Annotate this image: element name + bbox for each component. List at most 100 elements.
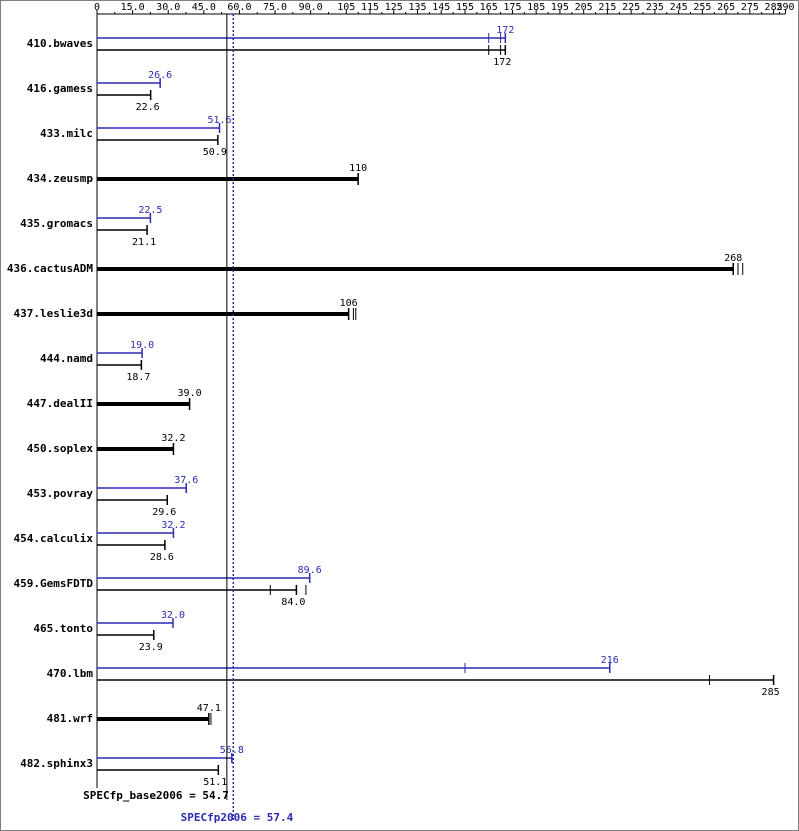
- x-tick-label: 145: [432, 2, 450, 13]
- base-bar: [97, 135, 219, 145]
- bars: 410.bwaves 172 172 416.gamess 26.6 22.6 433.mi…: [7, 25, 780, 788]
- base-bar: [97, 443, 175, 455]
- x-tick-label: 175: [503, 2, 521, 13]
- peak-value-label: 37.6: [174, 475, 198, 486]
- benchmark-label: 447.dealII: [27, 397, 93, 410]
- base-value-label: 39.0: [178, 388, 202, 399]
- x-tick-label: 265: [717, 2, 735, 13]
- x-tick-label: 90.0: [299, 2, 323, 13]
- x-tick-label: 285: [765, 2, 783, 13]
- base-bar: [97, 765, 220, 775]
- x-tick-label: 245: [670, 2, 688, 13]
- benchmark-label: 444.namd: [40, 352, 93, 365]
- x-tick-label: 275: [741, 2, 759, 13]
- benchmark-label: 481.wrf: [47, 712, 93, 725]
- x-tick-label: 15.0: [121, 2, 145, 13]
- base-value-label: 50.9: [203, 147, 227, 158]
- base-bar: [97, 540, 166, 550]
- benchmark-label: 459.GemsFDTD: [14, 577, 94, 590]
- base-bar: [97, 173, 359, 185]
- base-value-label: 29.6: [152, 507, 176, 518]
- base-bar: [97, 360, 143, 370]
- x-tick-label: 115: [361, 2, 379, 13]
- x-tick-label: 105: [337, 2, 355, 13]
- peak-bar: [97, 753, 233, 763]
- x-tick-label: 185: [527, 2, 545, 13]
- peak-value-label: 32.2: [161, 520, 185, 531]
- x-tick-label: 60.0: [227, 2, 251, 13]
- base-value-label: 22.6: [136, 102, 160, 113]
- peak-value-label: 56.8: [220, 745, 244, 756]
- base-bar: [97, 308, 357, 320]
- peak-value-label: 26.6: [148, 70, 172, 81]
- base-bar: [97, 585, 307, 595]
- peak-value-label: 89.6: [298, 565, 322, 576]
- base-bar: [97, 45, 507, 55]
- base-value-label: 23.9: [139, 642, 163, 653]
- peak-value-label: 32.0: [161, 610, 185, 621]
- benchmark-label: 482.sphinx3: [20, 757, 93, 770]
- x-tick-label: 225: [622, 2, 640, 13]
- x-tick-label: 0: [94, 2, 100, 13]
- base-value-label: 285: [762, 687, 780, 698]
- x-tick-label: 235: [646, 2, 664, 13]
- base-value-label: 51.1: [203, 777, 227, 788]
- benchmark-label: 433.milc: [40, 127, 93, 140]
- benchmark-label: 450.soplex: [27, 442, 94, 455]
- base-value-label: 32.2: [161, 433, 185, 444]
- peak-summary-label: SPECfp2006 = 57.4: [181, 811, 294, 824]
- base-bar: [97, 713, 212, 725]
- peak-bar: [97, 78, 161, 88]
- benchmark-label: 416.gamess: [27, 82, 93, 95]
- x-tick-label: 155: [456, 2, 474, 13]
- x-tick-label: 135: [408, 2, 426, 13]
- x-tick-label: 125: [385, 2, 403, 13]
- benchmark-label: 453.povray: [27, 487, 94, 500]
- base-value-label: 84.0: [281, 597, 305, 608]
- x-tick-label: 290: [776, 2, 794, 13]
- base-value-label: 106: [340, 298, 358, 309]
- x-tick-label: 75.0: [263, 2, 287, 13]
- x-tick-label: 205: [575, 2, 593, 13]
- base-summary-label: SPECfp_base2006 = 54.7: [83, 789, 229, 802]
- base-bar: [97, 675, 775, 685]
- benchmark-label: 454.calculix: [14, 532, 94, 545]
- peak-bar: [97, 213, 152, 223]
- x-tick-label: 255: [693, 2, 711, 13]
- base-value-label: 28.6: [150, 552, 174, 563]
- peak-bar: [97, 348, 143, 358]
- benchmark-label: 437.leslie3d: [14, 307, 93, 320]
- base-bar: [97, 263, 744, 275]
- base-value-label: 172: [493, 57, 511, 68]
- x-tick-label: 30.0: [156, 2, 180, 13]
- benchmark-label: 436.cactusADM: [7, 262, 93, 275]
- benchmark-label: 435.gromacs: [20, 217, 93, 230]
- base-bar: [97, 90, 152, 100]
- peak-value-label: 51.6: [207, 115, 231, 126]
- peak-bar: [97, 528, 175, 538]
- x-tick-label: 215: [598, 2, 616, 13]
- peak-bar: [97, 123, 221, 133]
- peak-bar: [97, 483, 188, 493]
- benchmark-label: 465.tonto: [33, 622, 93, 635]
- peak-bar: [97, 573, 311, 583]
- base-bar: [97, 495, 169, 505]
- benchmark-label: 410.bwaves: [27, 37, 93, 50]
- x-tick-label: 45.0: [192, 2, 216, 13]
- base-value-label: 268: [724, 253, 742, 264]
- peak-value-label: 19.0: [130, 340, 154, 351]
- base-value-label: 18.7: [126, 372, 150, 383]
- x-tick-label: 165: [480, 2, 498, 13]
- base-value-label: 21.1: [132, 237, 156, 248]
- peak-value-label: 216: [601, 655, 619, 666]
- peak-value-label: 22.5: [138, 205, 162, 216]
- base-bar: [97, 398, 191, 410]
- base-bar: [97, 630, 155, 640]
- x-tick-label: 195: [551, 2, 569, 13]
- x-axis: 0 15.0 30.0 45.0 60.0 75.0 90.0 105 115 125 135 145…: [94, 2, 794, 788]
- peak-value-label: 172: [496, 25, 514, 36]
- base-value-label: 47.1: [197, 703, 221, 714]
- peak-bar: [97, 663, 611, 673]
